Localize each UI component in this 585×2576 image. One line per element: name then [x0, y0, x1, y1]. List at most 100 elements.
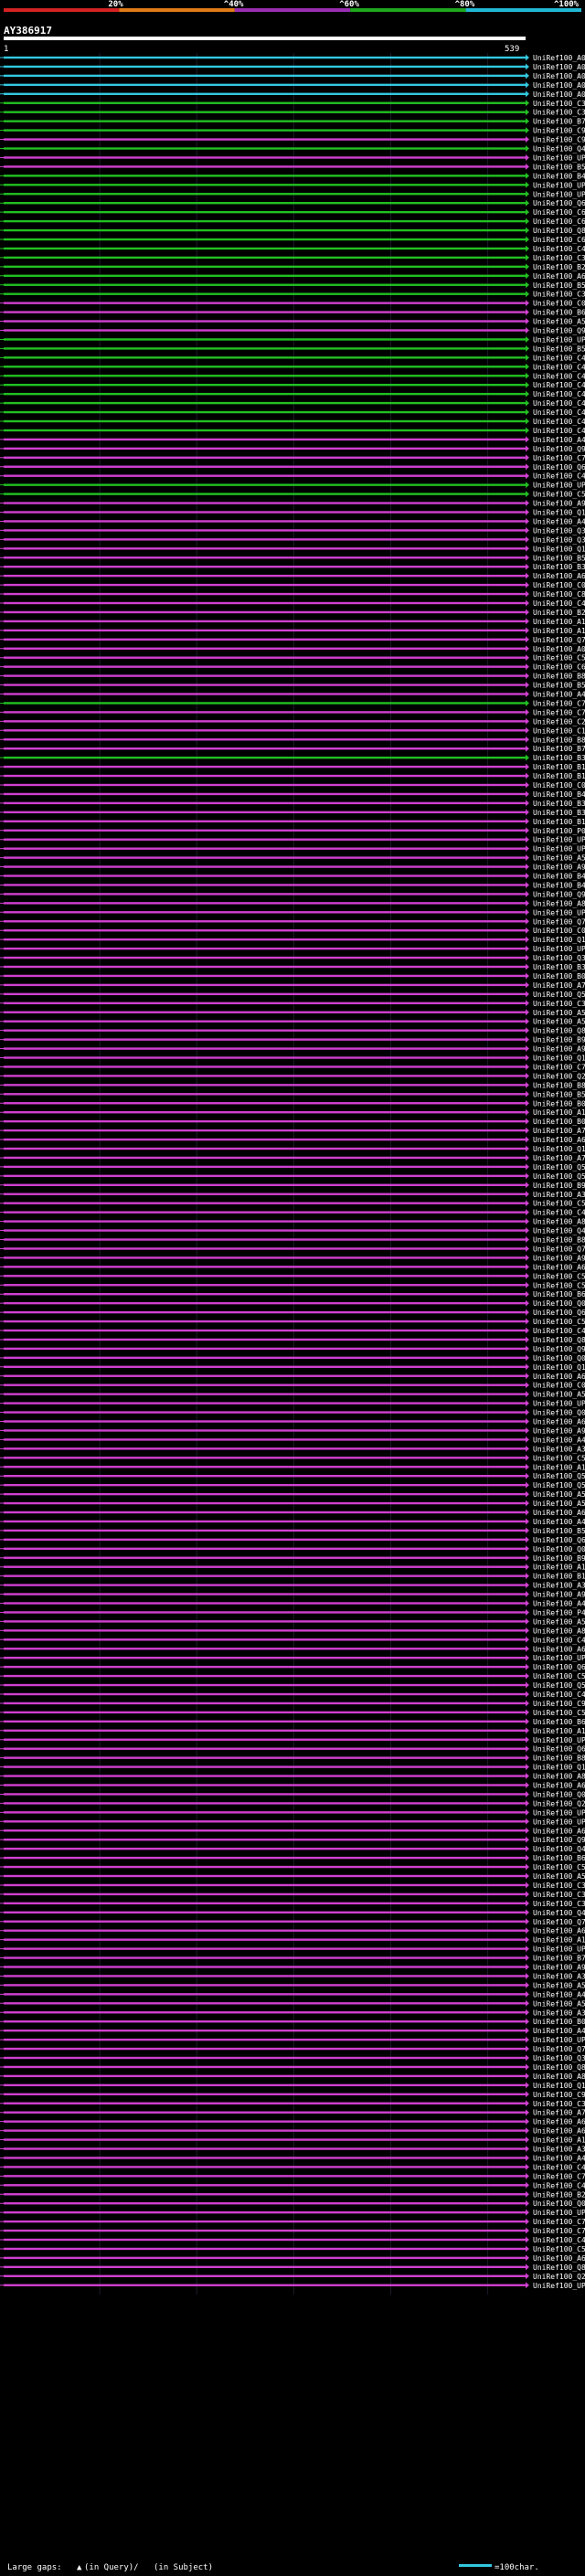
hit-arrow	[526, 1036, 529, 1044]
hit-arrow	[526, 390, 529, 398]
scale-segment-0	[4, 8, 120, 12]
hit-row: UniRef100_C4UXS2	[0, 363, 585, 371]
hit-label: UniRef100_B9V4X0	[533, 1554, 585, 1563]
hit-label: UniRef100_Q1ZCX4	[533, 936, 585, 944]
hit-row: UniRef100_B3BSW9	[0, 809, 585, 817]
hit-bar	[4, 1811, 526, 1814]
hit-label: UniRef100_Q08LC1	[533, 1790, 585, 1798]
hit-label: UniRef100_A0A1Q56	[533, 63, 585, 71]
hit-bar	[4, 1374, 526, 1377]
hit-arrow	[526, 1727, 529, 1734]
hit-row: UniRef100_Q1K2I9	[0, 1055, 585, 1063]
hit-row: UniRef100_A5DGS9	[0, 1391, 585, 1399]
hit-row: UniRef100_A5DEL1	[0, 1872, 585, 1881]
hit-row: UniRef100_A6VIY5	[0, 1509, 585, 1517]
hit-arrow	[526, 2190, 529, 2198]
hit-arrow	[526, 899, 529, 906]
hit-bar	[4, 2157, 526, 2159]
hit-label: UniRef100_A9HSV7	[533, 1254, 585, 1262]
hit-arrow	[526, 1272, 529, 1279]
hit-bar	[4, 2147, 526, 2150]
hit-row: UniRef100_A1DF18	[0, 1936, 585, 1945]
hit-label: UniRef100_A1T4E8	[533, 1564, 585, 1572]
legend-scale-bar	[459, 2564, 492, 2567]
hit-label: UniRef100_C4P167	[533, 2163, 585, 2171]
hit-arrow	[526, 1373, 529, 1380]
hit-label: UniRef100_C4LEY3	[533, 1209, 585, 1217]
hit-label: UniRef100_B4TIB0	[533, 881, 585, 889]
hit-arrow	[526, 1090, 529, 1097]
hit-arrow	[526, 991, 529, 998]
hit-label: UniRef100_Q9A7K9	[533, 445, 585, 453]
hit-row: UniRef100_B3GRU7	[0, 754, 585, 762]
hit-label: UniRef100_Q4L3S0	[533, 145, 585, 154]
hit-label: UniRef100_Q6BUV0	[533, 1309, 585, 1317]
hit-bar	[4, 1447, 526, 1450]
hit-label: UniRef100_B5CZ25	[533, 281, 585, 290]
hit-bar	[4, 1275, 526, 1277]
hit-arrow	[526, 454, 529, 461]
hit-arrow	[526, 2209, 529, 2216]
hit-label: UniRef100_B4C3M3	[533, 172, 585, 180]
hit-label: UniRef100_A5FU61	[533, 1617, 585, 1626]
hit-bar	[4, 120, 526, 122]
hit-row: UniRef100_C4XH12	[0, 245, 585, 253]
hit-row: UniRef100_B0U9A9	[0, 1118, 585, 1126]
hit-row: UniRef100_C5E4H1	[0, 1863, 585, 1871]
hit-row: UniRef100_Q7W5G1	[0, 1918, 585, 1926]
hit-arrow	[526, 1754, 529, 1762]
hit-row: UniRef100_Q6BX90	[0, 1663, 585, 1671]
hit-row: UniRef100_Q59KM7	[0, 1172, 585, 1181]
hit-bar	[4, 111, 526, 113]
hit-row: UniRef100_C4UL25	[0, 372, 585, 380]
hit-label: UniRef100_C3NLT2	[533, 1882, 585, 1890]
hit-label: UniRef100_Q9MQ69	[533, 1836, 585, 1844]
hit-label: UniRef100_B8DQA0	[533, 673, 585, 681]
hit-arrow	[526, 836, 529, 843]
hit-arrow	[526, 1936, 529, 1944]
hit-label: UniRef100_Q1V4Q5	[533, 2082, 585, 2090]
hit-label: UniRef100_Q6AK78	[533, 463, 585, 472]
hit-label: UniRef100_A5E5B5	[533, 1009, 585, 1017]
hit-label: UniRef100_A8TFC4	[533, 899, 585, 907]
hit-bar	[4, 1492, 526, 1496]
hit-label: UniRef100_Q6DMB4	[533, 199, 585, 207]
hit-row: UniRef100_A6LT39	[0, 1263, 585, 1271]
hit-bar	[4, 419, 526, 423]
hit-label: UniRef100_A1SYN6	[533, 1108, 585, 1117]
scale-tick-2: ^60%	[339, 0, 359, 9]
hit-row: UniRef100_A9CVA3	[0, 500, 585, 508]
hit-arrow	[526, 245, 529, 252]
hit-label: UniRef100_A6VSS8	[533, 2254, 585, 2263]
hit-label: UniRef100_A0A1Q11	[533, 90, 585, 99]
hit-label: UniRef100_C4S320	[533, 599, 585, 608]
hit-label: UniRef100_A5D7B6	[533, 318, 585, 326]
hit-row: UniRef100_UP1000...	[0, 1736, 585, 1744]
hit-label: UniRef100_C4ELS2	[533, 472, 585, 481]
hit-bar	[4, 366, 526, 368]
hit-label: UniRef100_UP1000...	[533, 1654, 585, 1662]
hit-row: UniRef100_C5M763	[0, 1318, 585, 1326]
hit-bar	[4, 792, 526, 796]
hit-label: UniRef100_A6URV2	[533, 1645, 585, 1653]
hit-row: UniRef100_C5MCT0	[0, 1672, 585, 1680]
hit-arrow	[526, 1299, 529, 1307]
hit-label: UniRef100_Q4FXT8	[533, 1845, 585, 1853]
hit-row: UniRef100_B8DQA0	[0, 673, 585, 681]
hit-row: UniRef100_A5D7B6	[0, 318, 585, 326]
hit-label: UniRef100_Q5ULN3	[533, 1681, 585, 1690]
hit-bar	[4, 820, 526, 822]
hit-arrow	[526, 372, 529, 379]
hit-row: UniRef100_A0A1Q11	[0, 90, 585, 99]
hit-row: UniRef100_C4Y159	[0, 2236, 585, 2244]
hit-label: UniRef100_C4JNP5	[533, 1327, 585, 1335]
hit-label: UniRef100_A5DL10	[533, 1018, 585, 1026]
hit-label: UniRef100_A0A1QH3	[533, 81, 585, 90]
hit-arrow	[526, 1790, 529, 1797]
hit-label: UniRef100_A0A1Q64	[533, 54, 585, 62]
hit-arrow	[526, 1182, 529, 1189]
hit-arrow	[526, 199, 529, 207]
hit-label: UniRef100_C4T746	[533, 399, 585, 408]
hit-row: UniRef100_B5JM59	[0, 1527, 585, 1535]
hit-arrow	[526, 627, 529, 634]
